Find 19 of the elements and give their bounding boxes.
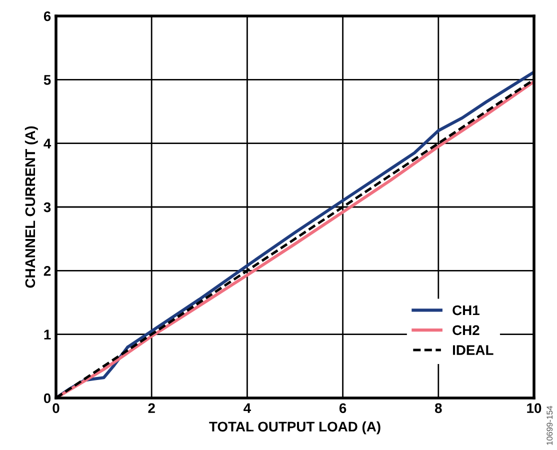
x-tick-label: 4 [244,403,251,413]
y-tick-label: 6 [44,11,51,22]
x-tick-label: 2 [148,403,155,413]
legend-label: CH2 [452,325,480,336]
y-axis-title: CHANNEL CURRENT (A) [24,126,38,288]
y-tick-label: 0 [44,393,51,404]
x-tick-label: 6 [339,403,346,414]
x-tick-label: 10 [527,403,542,414]
y-tick-label: 5 [44,75,51,85]
text: 10699-154 [546,406,553,445]
y-tick-label: 1 [44,330,51,340]
legend-label: CH1 [452,305,480,316]
y-tick-label: 4 [44,138,52,148]
x-axis-title: TOTAL OUTPUT LOAD (A) [209,421,380,434]
x-tick-label: 8 [434,403,442,414]
y-tick-label: 3 [44,202,51,212]
y-tick-label: 2 [44,266,51,276]
x-tick-label: 0 [52,403,60,414]
legend-label: IDEAL [452,345,494,355]
